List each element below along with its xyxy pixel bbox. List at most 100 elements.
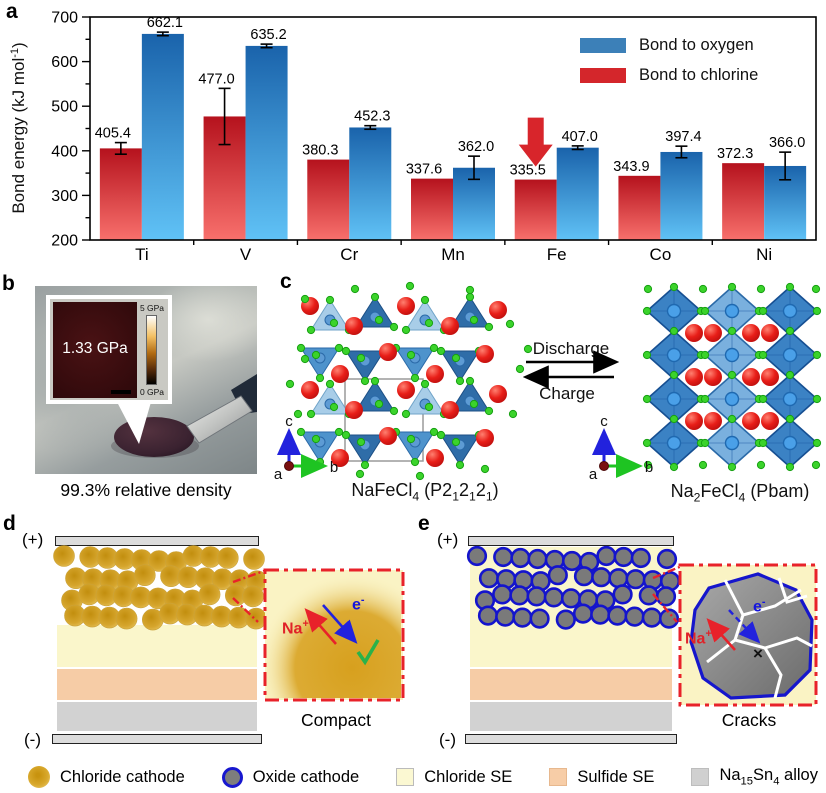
chloride-cathode-particle <box>217 547 239 569</box>
oxide-cathode-swatch-icon <box>221 766 243 788</box>
alloy-layer <box>470 702 672 731</box>
chart-legend: Bond to oxygen Bond to chlorine <box>580 36 758 85</box>
sulfide-se-swatch-icon <box>549 768 568 786</box>
oxide-cathode-particle <box>547 565 568 586</box>
bar-Fe-0 <box>514 179 557 240</box>
chloride-cathode-particle <box>198 583 221 606</box>
bar-value-label: 397.4 <box>665 129 701 145</box>
electron-label: e- <box>352 594 365 614</box>
x-category-label: Co <box>650 245 672 264</box>
alloy-layer <box>57 702 257 731</box>
oxide-cathode-bed <box>466 545 681 630</box>
compact-particle-blob <box>267 573 401 698</box>
oxygen-swatch <box>580 38 626 53</box>
oxide-cathode-particle <box>527 548 548 570</box>
axis-a-label: a <box>274 466 283 483</box>
panel-d-label: d <box>3 512 16 535</box>
chloride-cathode-particle <box>53 545 75 567</box>
oxide-cathode-particle <box>612 584 633 605</box>
chloride-cathode-particle <box>245 607 267 630</box>
positive-terminal-label: (+) <box>437 530 459 549</box>
y-tick-label: 300 <box>51 188 78 205</box>
x-category-label: Fe <box>547 245 567 264</box>
oxide-cathode-particle <box>529 608 550 629</box>
legend-label: Na15Sn4 alloy <box>719 766 818 788</box>
panel-d-chloride-cell: d (+) (-) Na+ e- Compact <box>0 510 413 763</box>
electron-arrow <box>728 609 761 644</box>
tweezers-tip <box>186 395 253 444</box>
axis-gizmo-left: c b a <box>274 413 338 483</box>
panel-d-overlay <box>53 545 405 702</box>
bar-Ti-0 <box>99 148 142 240</box>
legend-label: Chloride SE <box>424 767 513 786</box>
modulus-map: 1.33 GPa <box>53 302 137 398</box>
oxide-cathode-particle <box>613 546 634 568</box>
y-axis-title: Bond energy (kJ mol-1) <box>9 42 28 213</box>
oxide-cathode-particle <box>630 547 651 569</box>
oxide-cathode-particle <box>555 609 576 630</box>
figure-legend: Chloride cathode Oxide cathode Chloride … <box>28 763 818 791</box>
legend-item-chloride-cathode: Chloride cathode <box>28 766 185 788</box>
oxide-cathode-particle <box>543 587 564 608</box>
x-category-label: Cr <box>340 245 358 264</box>
na-ion-arrow <box>304 608 337 645</box>
bar-Co-0 <box>618 175 661 240</box>
bar-Fe-1 <box>556 147 599 240</box>
panel-e-label: e <box>418 512 430 535</box>
chloride-cathode-particle <box>115 607 138 630</box>
discharge-label: Discharge <box>533 339 610 358</box>
chloride-cathode-particle <box>242 585 264 608</box>
axis-c-label-right: c <box>600 413 608 430</box>
legend-label: Chloride cathode <box>60 767 185 786</box>
axis-a-label-right: a <box>589 466 598 483</box>
bar-value-label: 405.4 <box>95 126 131 142</box>
charge-label: Charge <box>539 384 595 403</box>
colorbar <box>146 315 157 385</box>
na-ion-label: Na+ <box>282 618 309 638</box>
axis-b-label-right: b <box>645 459 653 476</box>
oxide-cathode-particle <box>658 608 680 629</box>
y-tick-label: 200 <box>51 233 78 250</box>
colorbar-max-label: 5 GPa <box>139 303 165 313</box>
oxide-cathode-particle <box>656 548 678 570</box>
y-tick-label: 700 <box>51 10 78 27</box>
panel-b-caption: 99.3% relative density <box>60 480 232 500</box>
modulus-map-inset: 1.33 GPa 5 GPa 0 GPa <box>46 295 172 404</box>
legend-item-chloride-se: Chloride SE <box>396 768 512 787</box>
oxide-cathode-particle <box>624 606 645 627</box>
oxide-cathode-particle <box>493 546 514 568</box>
scale-bar <box>111 390 131 394</box>
y-tick-label: 400 <box>51 143 78 160</box>
y-tick-label: 600 <box>51 54 78 71</box>
unit-cell-box <box>344 378 424 462</box>
legend-item-oxide-cathode: Oxide cathode <box>221 766 360 788</box>
bar-value-label: 380.3 <box>302 143 338 159</box>
top-electrode <box>468 536 674 546</box>
panel-d-caption: Compact <box>300 710 372 730</box>
oxide-cathode-particle <box>510 547 531 569</box>
positive-terminal-label: (+) <box>22 530 44 549</box>
legend-label: Oxide cathode <box>252 767 360 786</box>
oxide-cathode-particle <box>561 550 583 572</box>
oxide-cathode-particle <box>608 568 629 589</box>
sulfide-se-layer <box>57 669 257 700</box>
inset-pointer <box>117 402 151 444</box>
bar-value-label: 635.2 <box>250 27 286 43</box>
panel-b-label: b <box>2 272 15 295</box>
chloride-cathode-bed <box>53 545 268 631</box>
panel-a-label: a <box>6 0 18 23</box>
oxide-cathode-particle <box>590 604 611 625</box>
bar-Cr-1 <box>349 127 392 240</box>
crystal-structure-figure: c b a Discharge Charge c <box>274 281 826 483</box>
oxide-cathode-particle <box>492 584 513 605</box>
legend-entry-chlorine: Bond to chlorine <box>580 66 758 85</box>
modulus-value: 1.33 GPa <box>62 340 128 357</box>
oxide-cathode-particle <box>495 606 516 627</box>
legend-entry-oxygen: Bond to oxygen <box>580 36 758 55</box>
bond-energy-bar-chart: Bond energy (kJ mol-1) 405.4 662.1 477.0 63… <box>9 10 817 264</box>
na-ion-label: Na+ <box>685 628 712 648</box>
bar-value-label: 335.5 <box>510 163 546 179</box>
oxide-cathode-particle <box>478 568 500 589</box>
legend-item-alloy: Na15Sn4 alloy <box>691 766 818 788</box>
